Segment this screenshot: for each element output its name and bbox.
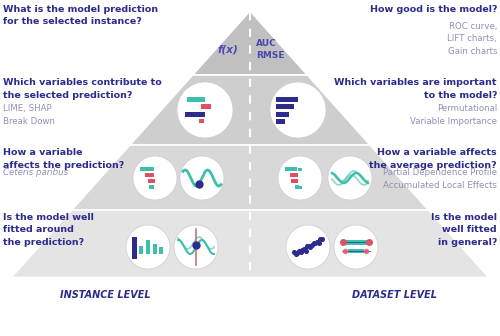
Circle shape [174, 225, 218, 269]
Polygon shape [129, 75, 371, 145]
Polygon shape [192, 10, 308, 75]
Circle shape [133, 156, 177, 200]
Bar [139, 246, 143, 254]
Point [316, 237, 324, 242]
Bar [149, 185, 154, 189]
Text: How good is the model?: How good is the model? [370, 5, 497, 14]
Text: Which variables contribute to
the selected prediction?: Which variables contribute to the select… [3, 78, 162, 99]
Point [314, 241, 322, 246]
Point [292, 252, 300, 257]
Text: Is the model
well fitted
in general?: Is the model well fitted in general? [431, 213, 497, 247]
Bar [285, 167, 297, 171]
Point [310, 240, 318, 246]
Polygon shape [71, 145, 429, 210]
Point [303, 243, 311, 249]
Point [305, 243, 313, 248]
Text: Which variables are important
to the model?: Which variables are important to the mod… [334, 78, 497, 99]
Bar [132, 237, 136, 259]
Point [294, 250, 302, 255]
Point [318, 237, 326, 242]
Text: AUC: AUC [256, 40, 277, 48]
Bar [276, 103, 294, 109]
Text: LIME, SHAP
Break Down: LIME, SHAP Break Down [3, 104, 55, 126]
Bar [291, 179, 298, 183]
Point [300, 247, 308, 252]
Point [290, 249, 298, 255]
Text: What is the model prediction
for the selected instance?: What is the model prediction for the sel… [3, 5, 158, 27]
Point [295, 249, 303, 254]
Text: Permutational
Variable Importance: Permutational Variable Importance [410, 104, 497, 126]
Bar [290, 173, 298, 177]
Bar [299, 185, 302, 188]
Circle shape [328, 156, 372, 200]
Bar [145, 173, 154, 177]
Bar [159, 247, 163, 254]
Point [298, 248, 306, 253]
Bar [295, 185, 299, 189]
Text: INSTANCE LEVEL: INSTANCE LEVEL [60, 290, 150, 300]
Circle shape [334, 225, 378, 269]
Circle shape [180, 156, 224, 200]
Bar [348, 249, 364, 253]
Text: f(x): f(x) [217, 45, 238, 55]
Bar [346, 240, 368, 245]
Text: How a variable affects
the average prediction?: How a variable affects the average predi… [370, 148, 497, 169]
Circle shape [286, 225, 330, 269]
Bar [146, 240, 150, 254]
Circle shape [126, 225, 170, 269]
Bar [187, 96, 205, 101]
Circle shape [278, 156, 322, 200]
Text: Ceteris paribus: Ceteris paribus [3, 168, 68, 177]
Text: RMSE: RMSE [256, 51, 284, 60]
Point [313, 240, 321, 245]
Circle shape [270, 82, 326, 138]
Bar [276, 112, 289, 117]
Text: ROC curve,
LIFT charts,
Gain charts: ROC curve, LIFT charts, Gain charts [448, 22, 497, 56]
Text: DATASET LEVEL: DATASET LEVEL [352, 290, 438, 300]
Point [308, 242, 316, 248]
Bar [185, 112, 205, 117]
Bar [298, 168, 302, 170]
Bar [276, 119, 285, 124]
Polygon shape [10, 210, 490, 278]
Bar [276, 96, 298, 101]
Text: How a variable
affects the prediction?: How a variable affects the prediction? [3, 148, 124, 169]
Bar [201, 103, 211, 109]
Text: Is the model well
fitted around
the prediction?: Is the model well fitted around the pred… [3, 213, 94, 247]
Point [306, 244, 314, 249]
Text: Partial Dependence Profile
Accumulated Local Effects: Partial Dependence Profile Accumulated L… [383, 168, 497, 190]
Point [296, 250, 304, 255]
Bar [199, 119, 204, 123]
Bar [153, 244, 157, 254]
Bar [140, 167, 154, 171]
Circle shape [177, 82, 233, 138]
Point [302, 248, 310, 254]
Bar [148, 179, 155, 183]
Point [312, 241, 320, 246]
